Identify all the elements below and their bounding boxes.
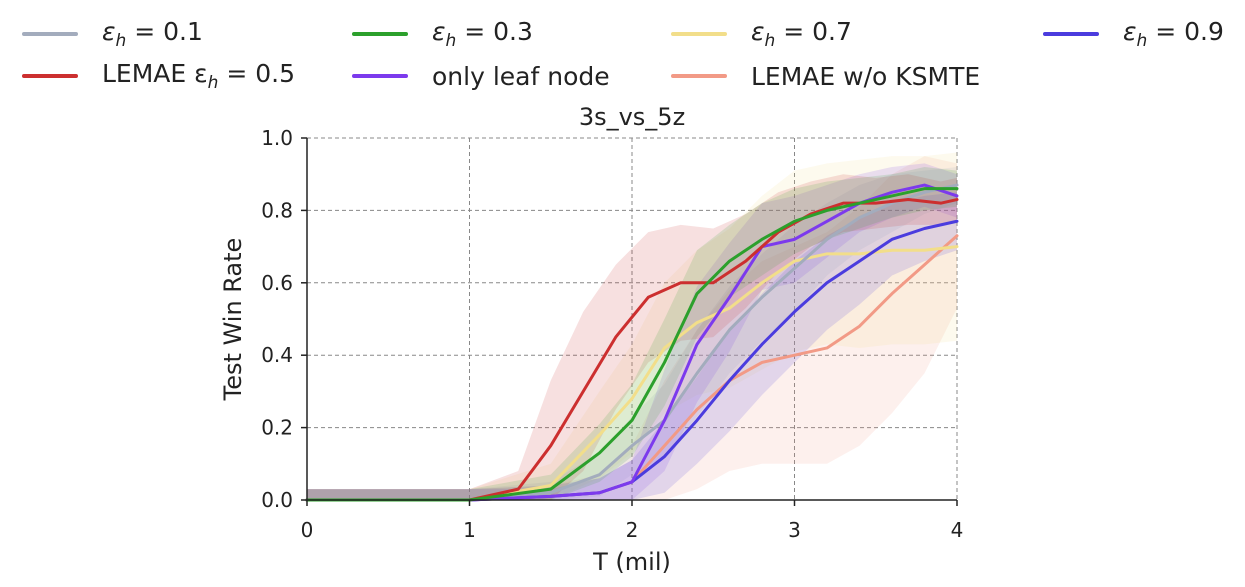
legend-label: LEMAE εh = 0.5 <box>102 59 296 93</box>
band-leaf <box>307 163 957 500</box>
legend-swatch <box>352 32 408 36</box>
y-tick-label-3: 0.6 <box>261 271 293 295</box>
tick-labels: 0 1 2 3 4 0.0 0.2 0.4 0.6 0.8 1.0 <box>261 126 963 542</box>
y-tick-label-0: 0.0 <box>261 488 293 512</box>
series-lines <box>305 183 959 502</box>
legend-swatch <box>1043 32 1099 36</box>
y-tick-label-4: 0.8 <box>261 198 293 222</box>
legend-swatch <box>22 32 78 36</box>
x-axis-label: T (mil) <box>592 548 671 576</box>
x-tick-label-0: 0 <box>301 518 314 542</box>
x-tick-label-2: 2 <box>626 518 639 542</box>
series-line-eps03 <box>305 187 959 502</box>
legend-label: εh = 0.7 <box>751 17 852 51</box>
legend-item-woksmte: LEMAE w/o KSMTE <box>671 61 980 91</box>
series-line-lemae <box>305 198 959 502</box>
legend-label: εh = 0.9 <box>1123 17 1224 51</box>
legend-item-eps01: εh = 0.1 <box>22 17 203 51</box>
legend-item-eps09: εh = 0.9 <box>1043 17 1224 51</box>
series-line-eps07 <box>305 245 959 502</box>
legend-label: LEMAE w/o KSMTE <box>751 61 981 91</box>
legend-swatch <box>352 74 408 78</box>
legend-label: only leaf node <box>432 61 610 91</box>
legend-item-eps03: εh = 0.3 <box>352 17 533 51</box>
legend-swatch <box>671 74 727 78</box>
y-tick-label-1: 0.2 <box>261 416 293 440</box>
x-tick-label-1: 1 <box>463 518 476 542</box>
legend-label: εh = 0.1 <box>102 17 203 51</box>
y-tick-label-5: 1.0 <box>261 126 293 150</box>
chart-legend: εh = 0.1 εh = 0.3 εh = 0.7 εh = 0.9 LEMAE εh… <box>0 0 1245 100</box>
band-woksmte <box>307 156 957 500</box>
band-lemae <box>307 174 957 500</box>
legend-label: εh = 0.3 <box>432 17 533 51</box>
grid <box>307 137 958 500</box>
chart-title: 3s_vs_5z <box>579 103 685 131</box>
legend-item-eps07: εh = 0.7 <box>671 17 852 51</box>
legend-swatch <box>22 74 78 78</box>
y-tick-label-2: 0.4 <box>261 343 293 367</box>
band-eps01 <box>307 166 957 500</box>
y-axis-label: Test Win Rate <box>219 238 247 402</box>
x-tick-label-3: 3 <box>788 518 801 542</box>
legend-item-lemae: LEMAE εh = 0.5 <box>22 59 296 93</box>
legend-item-leaf: only leaf node <box>352 61 610 91</box>
series-line-leaf <box>305 183 959 502</box>
band-eps03 <box>307 166 957 500</box>
x-tick-label-4: 4 <box>951 518 964 542</box>
axes <box>301 137 958 506</box>
legend-swatch <box>671 32 727 36</box>
series-line-eps01 <box>305 183 959 502</box>
